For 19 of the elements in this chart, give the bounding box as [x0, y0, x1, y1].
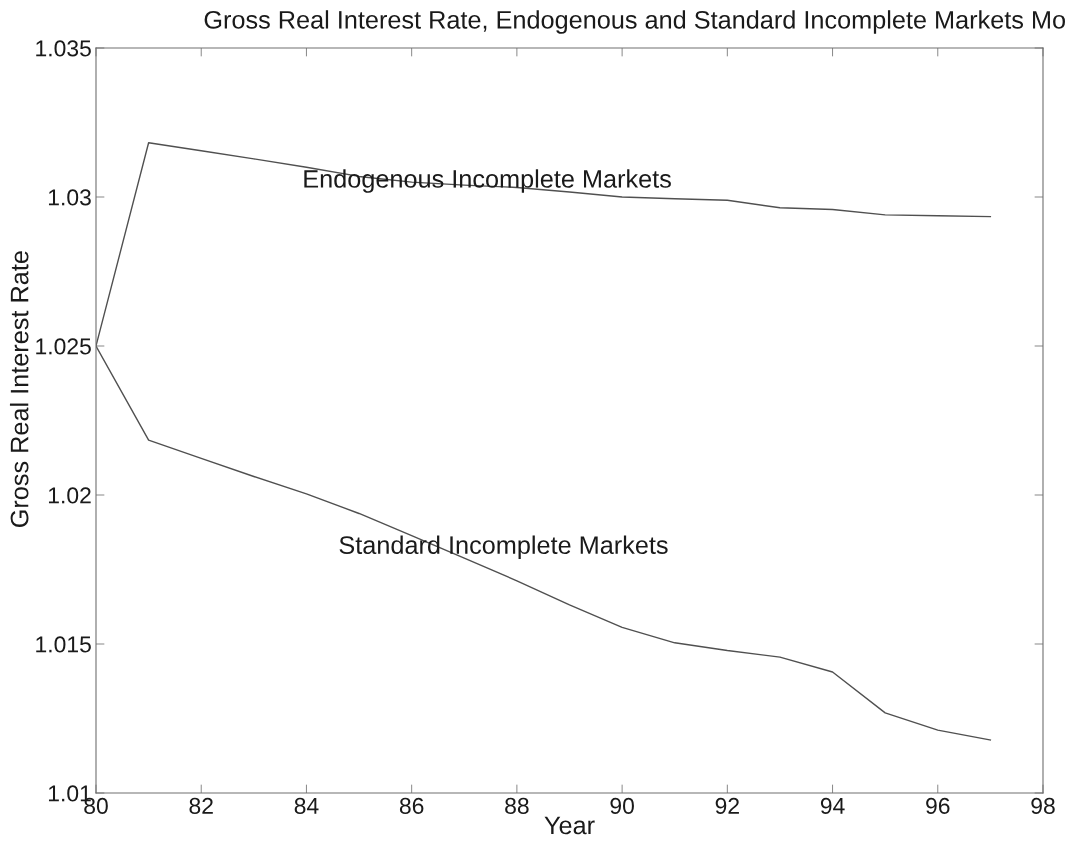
series-label: Standard Incomplete Markets: [339, 535, 668, 560]
y-tick-label: 1.025: [36, 338, 91, 355]
x-tick-label: 92: [715, 797, 739, 814]
x-tick-label: 98: [1031, 797, 1055, 814]
x-tick-label: 88: [505, 797, 529, 814]
x-tick-label: 94: [820, 797, 845, 814]
chart-title: Gross Real Interest Rate, Endogenous and Standard Incomplete Markets Mo: [204, 10, 1065, 34]
x-tick-label: 82: [189, 797, 213, 814]
x-tick-label: 84: [294, 797, 319, 814]
x-tick-label: 86: [399, 797, 424, 814]
y-axis-title: Gross Real Interest Rate: [9, 251, 29, 528]
x-axis-title: Year: [544, 816, 595, 835]
y-tick-label: 1.015: [36, 636, 91, 653]
x-tick-label: 96: [926, 797, 950, 814]
y-tick-label: 1.035: [36, 40, 91, 57]
y-tick-label: 1.03: [48, 189, 91, 206]
series-label: Endogenous Incomplete Markets: [304, 169, 671, 193]
y-tick-label: 1.02: [48, 487, 91, 504]
x-tick-label: 90: [610, 797, 634, 814]
